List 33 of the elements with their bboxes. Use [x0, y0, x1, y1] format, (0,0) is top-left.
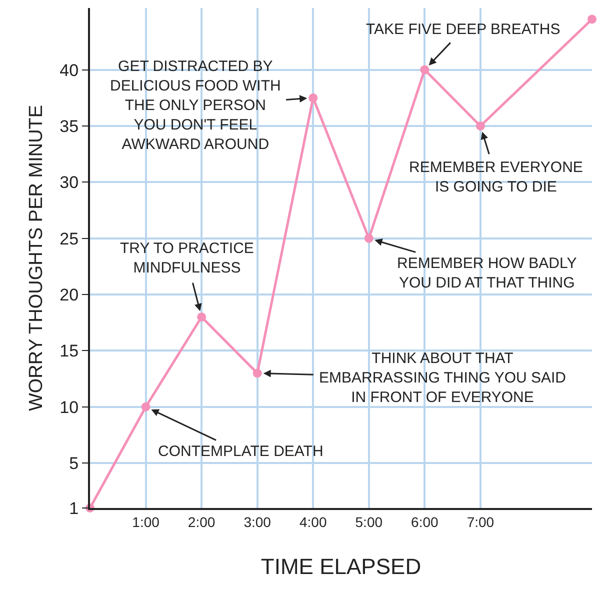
annotation: TRY TO PRACTICE MINDFULNESS [120, 240, 254, 276]
annotation: REMEMBER HOW BADLY YOU DID AT THAT THING [397, 255, 577, 292]
annotation: REMEMBER EVERYONE IS GOING TO DIE [409, 159, 583, 196]
x-tick-label: 7:00 [466, 514, 494, 530]
y-tick-label: 20 [60, 285, 79, 304]
x-tick-label: 6:00 [411, 514, 439, 530]
annotation: CONTEMPLATE DEATH [158, 443, 324, 460]
point [308, 93, 318, 102]
y-tick-label: 1 [69, 498, 79, 518]
x-tick-label: 1:00 [132, 514, 160, 530]
point [197, 312, 206, 322]
x-tick-label: 5:00 [355, 514, 383, 530]
x-axis-title: TIME ELAPSED [260, 554, 422, 580]
x-tick-label: 2:00 [188, 514, 216, 530]
y-tick-label: 5 [69, 454, 79, 474]
y-tick-label: 25 [60, 229, 79, 248]
point [364, 234, 374, 243]
y-tick-label: 35 [60, 116, 79, 136]
annotation: TAKE FIVE DEEP BREATHS [366, 21, 560, 38]
annotation: GET DISTRACTED BY DELICIOUS FOOD WITH THE ONLY PERSON YOU DON'T FEEL AWKWARD AROUND [110, 58, 281, 153]
point [141, 402, 150, 412]
x-tick-label: 3:00 [244, 514, 272, 530]
y-tick-label: 10 [60, 398, 79, 417]
point [476, 121, 485, 130]
y-axis-title: WORRY THOUGHTS PER MINUTE [26, 104, 48, 412]
point [420, 65, 430, 74]
point [588, 14, 596, 24]
annotation: THINK ABOUT THAT EMBARRASSING THING YOU SAID IN FRONT OF EVERYONE [319, 350, 566, 406]
point [252, 368, 262, 378]
y-tick-label: 15 [60, 342, 79, 361]
y-tick-label: 40 [60, 60, 79, 80]
x-tick-label: 4:00 [299, 514, 327, 530]
y-tick-label: 30 [60, 173, 79, 192]
